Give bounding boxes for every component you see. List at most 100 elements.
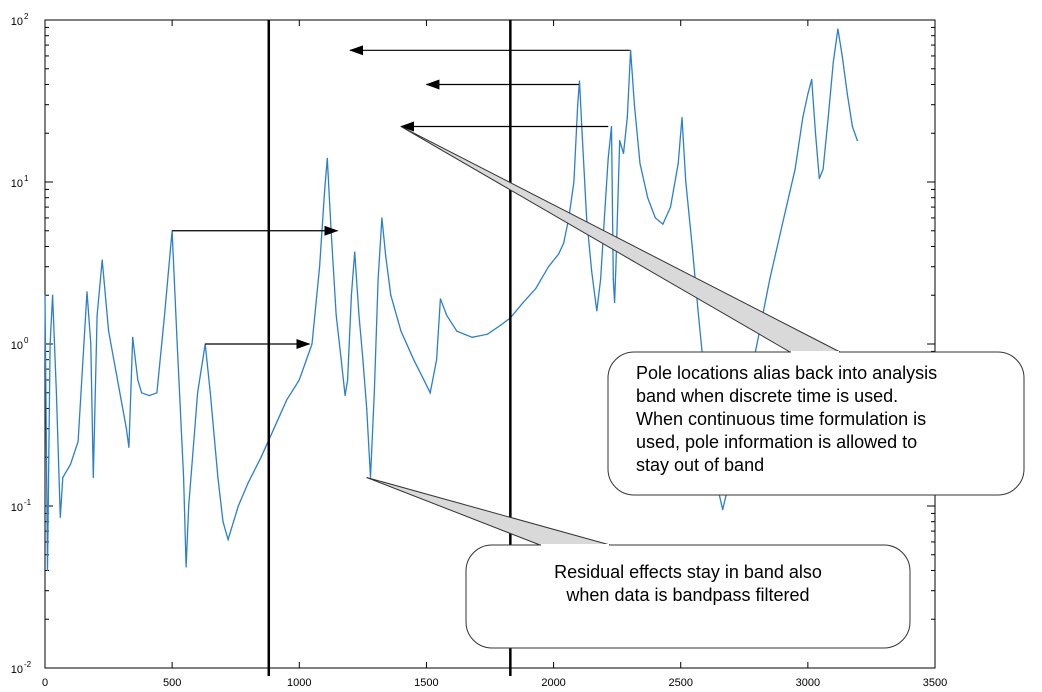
data-point	[626, 116, 628, 119]
data-point	[818, 178, 820, 180]
data-point	[86, 291, 88, 293]
data-point	[132, 336, 134, 338]
data-point	[222, 521, 224, 523]
data-point	[429, 392, 431, 394]
data-point	[586, 217, 588, 219]
data-point	[183, 476, 185, 479]
data-point	[722, 509, 724, 511]
data-point	[615, 266, 617, 268]
data-point	[156, 392, 158, 394]
data-point	[563, 242, 565, 244]
data-point	[846, 93, 848, 95]
y-tick-exponent: 2	[24, 12, 29, 21]
data-point	[499, 324, 501, 327]
data-point	[163, 314, 166, 317]
data-point	[92, 476, 94, 479]
data-point	[456, 330, 458, 332]
data-point	[691, 245, 693, 248]
data-point	[125, 428, 127, 430]
data-point	[622, 152, 625, 155]
data-point	[436, 359, 438, 361]
data-point	[639, 162, 641, 165]
data-point	[439, 298, 441, 300]
data-point	[128, 446, 130, 448]
data-point	[362, 359, 364, 361]
data-point	[851, 125, 854, 128]
callout-text-line: Residual effects stay in band also	[554, 562, 822, 582]
y-tick-label: 10	[11, 502, 23, 514]
data-point	[286, 399, 288, 401]
data-point	[841, 55, 843, 57]
data-point	[610, 125, 613, 128]
data-point	[647, 197, 649, 199]
data-point	[603, 217, 606, 219]
data-point	[413, 359, 415, 361]
data-point	[578, 80, 581, 82]
data-point	[558, 253, 560, 255]
data-point	[141, 392, 143, 394]
data-point	[324, 188, 326, 190]
data-point	[600, 278, 602, 281]
data-point	[69, 464, 71, 466]
data-point	[59, 516, 61, 519]
x-tick-label: 1000	[287, 677, 311, 689]
x-tick-label: 2000	[541, 677, 565, 689]
data-point	[55, 392, 58, 394]
data-point	[827, 116, 829, 119]
data-point	[677, 162, 679, 165]
data-point	[188, 505, 190, 507]
data-point	[116, 379, 119, 381]
callout-text-line: When continuous time formulation is	[636, 409, 926, 429]
data-point	[669, 206, 672, 208]
data-point	[591, 271, 593, 273]
data-point	[350, 294, 352, 296]
data-point	[581, 132, 583, 134]
data-point	[90, 343, 92, 345]
data-point	[326, 157, 328, 159]
data-point	[596, 310, 598, 312]
data-point	[522, 302, 524, 304]
callout-text-line: band when discrete time is used.	[636, 386, 898, 406]
data-point	[381, 217, 383, 219]
data-point	[811, 78, 813, 80]
y-tick-exponent: 1	[24, 174, 29, 183]
x-tick-label: 1500	[414, 677, 438, 689]
data-point	[366, 407, 368, 410]
data-point	[335, 314, 337, 317]
data-point	[769, 278, 771, 281]
data-point	[807, 93, 809, 95]
data-point	[108, 330, 110, 332]
y-tick-label: 10	[11, 664, 23, 676]
data-point	[217, 476, 219, 479]
data-point	[176, 343, 178, 345]
data-point	[400, 330, 402, 332]
data-point	[837, 28, 839, 30]
data-point	[535, 287, 537, 290]
data-point	[856, 140, 859, 142]
data-point	[44, 294, 46, 296]
data-point	[101, 259, 103, 261]
data-point	[373, 392, 375, 394]
data-point	[46, 569, 49, 572]
data-point	[685, 181, 687, 183]
callout-box	[465, 544, 911, 649]
data-point	[547, 266, 550, 268]
data-point	[49, 343, 51, 345]
y-tick-exponent: -2	[24, 660, 32, 669]
data-point	[185, 566, 187, 568]
data-point	[52, 294, 54, 296]
data-point	[822, 168, 824, 170]
data-point	[423, 379, 425, 381]
data-point	[681, 116, 683, 119]
y-tick-exponent: -1	[24, 498, 32, 507]
data-point	[446, 314, 448, 317]
data-point	[377, 278, 379, 281]
x-tick-label: 3500	[923, 677, 947, 689]
data-point	[662, 223, 664, 225]
callouts: Pole locations alias back into analysis b…	[366, 126, 1025, 649]
x-tick-label: 500	[163, 677, 181, 689]
data-point	[630, 49, 632, 51]
data-point	[756, 343, 758, 345]
data-point	[247, 481, 249, 483]
data-point	[260, 456, 262, 458]
